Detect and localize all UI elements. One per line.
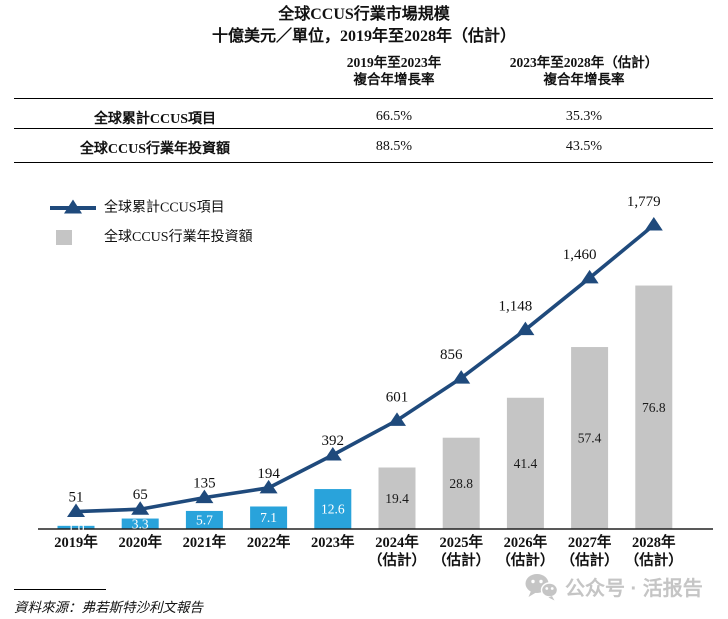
source-divider — [14, 589, 106, 590]
line-label: 194 — [257, 466, 280, 482]
line-marker — [644, 217, 663, 231]
bar-label: 41.4 — [514, 456, 538, 471]
line-marker — [516, 321, 535, 336]
bar-label: 28.8 — [449, 476, 473, 491]
bar-2025年 — [442, 437, 480, 529]
bar-label: 7.1 — [260, 510, 277, 525]
table-header-col2: 2023年至2028年（估計） 複合年增長率 — [464, 54, 704, 88]
table-row-label-projects: 全球累計CCUS項目 — [93, 112, 217, 127]
line-label: 135 — [193, 476, 216, 492]
line-label: 856 — [440, 347, 463, 363]
trend-line — [75, 223, 655, 514]
bar-label: 57.4 — [578, 431, 602, 446]
bar-label: 19.4 — [385, 491, 409, 506]
bar-2023年 — [314, 489, 352, 529]
bar-2027年 — [571, 347, 609, 529]
x-tick-label: 2021年 — [183, 533, 227, 551]
chart-subtitle: 十億美元／單位，2019年至2028年（估計） — [211, 28, 516, 45]
x-tick-label-estimate: （估計） — [625, 551, 683, 569]
bar-label: 5.7 — [196, 512, 213, 527]
table-header-col1: 2019年至2023年 複合年增長率 — [294, 54, 494, 88]
line-marker — [195, 489, 214, 504]
legend-triangle-icon — [64, 199, 82, 214]
line-marker — [323, 447, 342, 461]
line-label: 601 — [386, 389, 409, 405]
line-label: 1,148 — [499, 299, 533, 315]
x-tick-label: 2023年 — [311, 533, 355, 551]
x-tick-label: 2025年 — [439, 533, 483, 551]
x-tick-label-estimate: （估計） — [561, 551, 619, 569]
bar-label: 1.0 — [68, 520, 85, 535]
combo-chart: 1.0 3.3 5.7 7.1 12.6 19.4 28.8 41.4 57.4 76.8 51 65… — [38, 194, 713, 569]
table-header-col2-line2: 複合年增長率 — [543, 72, 625, 87]
x-tick-label: 2020年 — [118, 533, 162, 551]
x-tick-label-estimate: （估計） — [368, 551, 426, 569]
bar-2019年 — [57, 525, 95, 529]
watermark-text: 公众号 · 活报告 — [565, 578, 703, 600]
table-cell-projects-cagr1: 66.5% — [375, 109, 413, 124]
bar-2022年 — [250, 506, 288, 529]
x-tick-label: 2027年 — [568, 533, 612, 551]
legend-label-line: 全球累計CCUS項目 — [104, 199, 225, 216]
line-label: 1,779 — [627, 194, 661, 210]
x-tick-label: 2028年 — [632, 533, 676, 551]
line-label: 392 — [322, 433, 345, 449]
wechat-icon — [525, 573, 558, 600]
table-header-col1-line1: 2019年至2023年 — [346, 55, 442, 70]
table-cell-investment-cagr1: 88.5% — [375, 139, 413, 154]
bar-2021年 — [185, 510, 223, 529]
bar-2026年 — [506, 397, 544, 529]
table-cell-investment-cagr2: 43.5% — [565, 139, 603, 154]
line-marker — [452, 370, 471, 384]
line-marker — [388, 412, 406, 426]
line-label: 65 — [133, 487, 148, 503]
x-tick-label-estimate: （估計） — [496, 551, 554, 569]
line-marker — [580, 269, 599, 284]
x-tick-label: 2022年 — [247, 533, 291, 551]
bar-label: 12.6 — [321, 502, 345, 517]
watermark: 公众号 · 活报告 — [524, 572, 703, 601]
line-label: 1,460 — [563, 247, 597, 263]
source-note: 資料來源：弗若斯特沙利文報告 — [14, 600, 203, 615]
bar-2028年 — [635, 285, 673, 529]
line-marker — [259, 479, 278, 494]
table-rule-bottom — [14, 162, 713, 163]
table-cell-projects-cagr2: 35.3% — [565, 109, 603, 124]
x-tick-label-estimate: （估計） — [432, 551, 490, 569]
table-rule-top — [14, 98, 713, 99]
x-tick-label: 2026年 — [504, 533, 548, 551]
table-rule-mid — [14, 128, 713, 129]
line-marker — [67, 503, 85, 518]
bar-label: 3.3 — [132, 516, 149, 531]
table-row-label-investment: 全球CCUS行業年投資額 — [79, 142, 231, 157]
bar-2024年 — [378, 467, 416, 529]
line-marker — [131, 501, 150, 515]
legend-label-bar: 全球CCUS行業年投資額 — [104, 228, 253, 245]
chart-title: 全球CCUS行業市場規模 — [278, 6, 450, 23]
table-header-col2-line1: 2023年至2028年（估計） — [509, 55, 659, 70]
line-label: 51 — [69, 490, 84, 506]
x-tick-label: 2024年 — [375, 533, 419, 551]
bar-2020年 — [121, 518, 159, 529]
bar-label: 76.8 — [642, 400, 666, 415]
table-header-col1-line2: 複合年增長率 — [353, 72, 435, 87]
x-tick-label: 2019年 — [54, 533, 98, 551]
legend-bar-swatch — [56, 230, 72, 245]
